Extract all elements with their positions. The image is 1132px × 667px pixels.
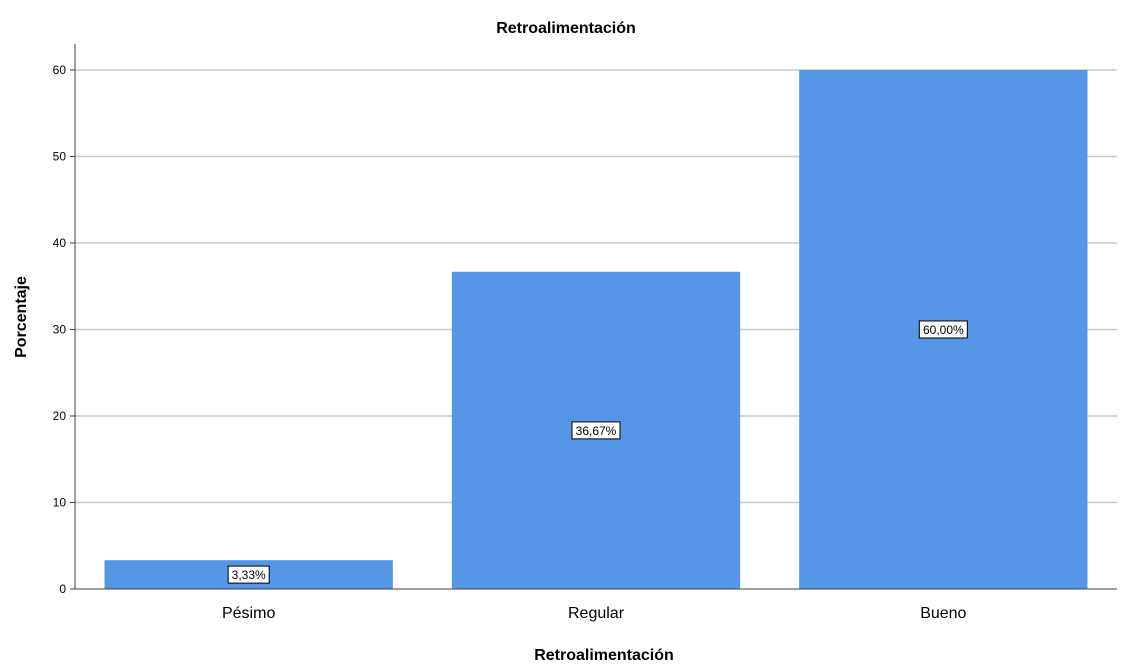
- y-tick-label: 50: [53, 149, 67, 163]
- axes: [70, 44, 1117, 590]
- data-label-box: [918, 320, 968, 339]
- y-tick-label: 20: [53, 409, 67, 423]
- x-tick-label: Bueno: [920, 605, 966, 622]
- x-axis-title: Retroalimentación: [534, 647, 674, 662]
- data-label: 3,33%: [232, 568, 266, 582]
- y-tick-label: 0: [59, 582, 66, 596]
- data-label: 36,67%: [576, 424, 617, 438]
- y-axis-ticks: 0 10 20 30 40 50 60: [53, 63, 67, 596]
- data-label-box: [227, 565, 270, 584]
- y-tick-label: 10: [53, 495, 67, 509]
- x-tick-label: Pésimo: [222, 605, 275, 622]
- data-label: 60,00%: [923, 323, 964, 337]
- x-axis-ticks: Pésimo Regular Bueno: [222, 605, 967, 622]
- chart-title: Retroalimentación: [496, 20, 636, 37]
- y-tick-label: 40: [53, 236, 67, 250]
- y-tick-label: 60: [53, 63, 67, 77]
- y-axis-title: Porcentaje: [13, 276, 30, 358]
- x-tick-label: Regular: [568, 605, 625, 622]
- data-label-box: [571, 421, 621, 440]
- y-tick-label: 30: [53, 322, 67, 336]
- data-labels: 3,33% 36,67% 60,00%: [227, 320, 968, 584]
